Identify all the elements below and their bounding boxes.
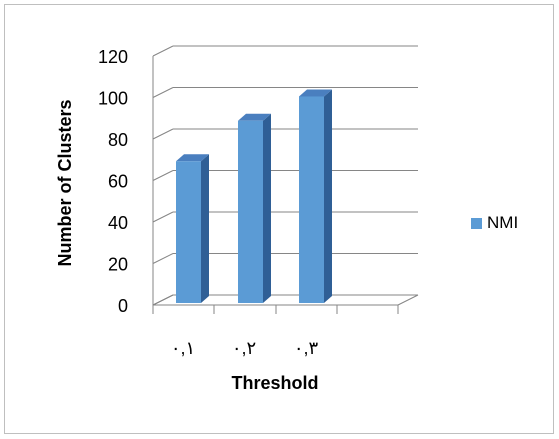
y-tick-label: 20: [108, 255, 128, 275]
bar-top: [299, 89, 332, 97]
bar-side: [324, 89, 332, 303]
legend-label-nmi: NMI: [487, 213, 519, 232]
x-tick-label: ٠,٣: [294, 338, 319, 358]
floor-right-edge: [397, 294, 419, 306]
legend-swatch-nmi: [471, 218, 482, 229]
x-tick-label: ٠,٢: [232, 338, 256, 358]
gridline-side: [152, 294, 174, 306]
gridline-side: [152, 211, 174, 223]
y-tick-label: 100: [98, 89, 128, 109]
y-axis-title: Number of Clusters: [55, 99, 75, 266]
y-tick-label: 120: [98, 47, 128, 67]
chart-frame: [4, 4, 554, 434]
bar: [238, 120, 263, 303]
bar-top: [176, 154, 209, 162]
gridline-side: [152, 170, 174, 181]
bar-top: [238, 113, 271, 121]
y-tick-label: 40: [108, 213, 128, 233]
gridline-side: [152, 253, 174, 264]
y-tick-label: 0: [118, 296, 128, 316]
gridline-side: [152, 45, 174, 57]
x-tick-label: ٠,١: [171, 338, 195, 358]
x-axis-title: Threshold: [231, 373, 318, 393]
gridline-side: [152, 128, 174, 140]
y-tick-label: 60: [108, 172, 128, 192]
gridline-side: [152, 87, 174, 98]
bar: [176, 161, 201, 303]
y-tick-label: 80: [108, 130, 128, 150]
bar: [299, 96, 324, 303]
bar-side: [201, 154, 209, 303]
bar-side: [263, 113, 271, 303]
